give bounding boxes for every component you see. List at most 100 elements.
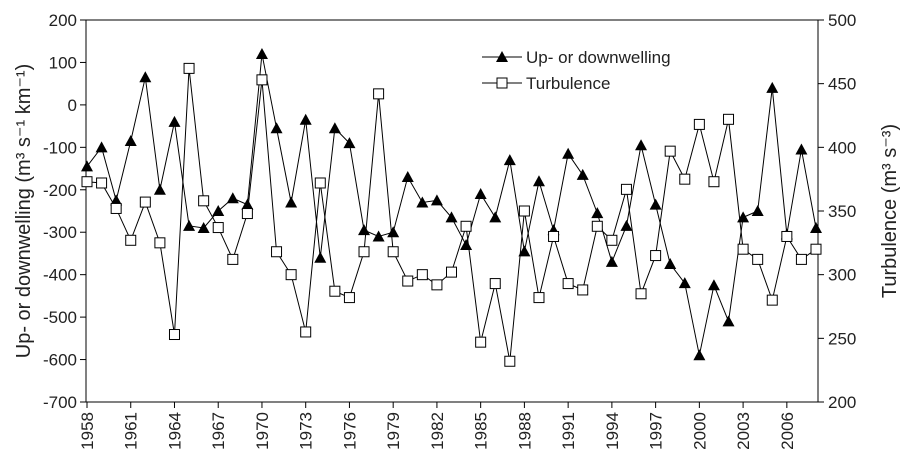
data-point [373, 88, 385, 100]
data-point [271, 246, 283, 258]
data-point [358, 246, 370, 258]
data-point [285, 269, 297, 281]
data-point [285, 196, 298, 208]
data-point [723, 113, 735, 125]
data-point [591, 207, 604, 219]
data-point [562, 147, 575, 159]
y-tick-label: 0 [68, 96, 77, 115]
data-point [664, 145, 676, 157]
data-point [95, 141, 108, 153]
y2-tick-label: 250 [828, 329, 856, 348]
data-point [635, 139, 648, 151]
data-point [183, 219, 196, 231]
data-point [620, 183, 632, 195]
y-tick-label: -500 [43, 308, 77, 327]
data-point [446, 266, 457, 278]
data-point [154, 237, 166, 249]
data-point [256, 74, 268, 86]
x-tick-label: 1958 [78, 412, 97, 450]
data-point [212, 222, 224, 234]
data-point [766, 81, 779, 93]
data-point [751, 205, 764, 216]
y-axis-label: Up- or downwelling (m³ s⁻¹ km⁻¹) [13, 64, 35, 358]
data-point [314, 251, 327, 263]
data-point [299, 113, 312, 125]
legend-marker [496, 51, 508, 62]
data-point [241, 208, 253, 220]
data-point [227, 253, 239, 265]
y2-tick-label: 350 [828, 202, 856, 221]
x-tick-label: 1973 [297, 412, 316, 450]
x-tick-label: 1991 [559, 412, 578, 450]
x-tick-label: 1979 [384, 412, 403, 450]
data-point [504, 355, 516, 367]
data-point [722, 315, 735, 327]
data-point [241, 198, 254, 210]
data-point [81, 160, 93, 172]
data-point [591, 220, 603, 232]
data-point [96, 177, 108, 189]
data-point [270, 122, 283, 134]
y-tick-label: 100 [49, 53, 77, 72]
data-point [314, 177, 326, 189]
data-point [533, 292, 545, 304]
legend-label: Up- or downwelling [526, 48, 671, 67]
data-point [416, 196, 429, 208]
y2-axis-label: Turbulence (m³ s⁻³) [879, 124, 901, 298]
data-point [635, 288, 647, 300]
data-point [387, 246, 399, 258]
x-tick-label: 1985 [472, 412, 491, 450]
y-tick-label: 200 [49, 11, 77, 30]
data-point [489, 211, 502, 223]
series-line [86, 53, 817, 356]
data-point [212, 205, 225, 216]
data-point [125, 234, 137, 246]
y2-tick-label: 400 [828, 138, 856, 157]
data-point [606, 234, 618, 246]
data-point [518, 205, 530, 217]
data-point [795, 143, 808, 155]
data-point [548, 230, 560, 242]
data-point [693, 349, 706, 361]
data-point [737, 243, 749, 255]
data-point [300, 326, 312, 338]
data-point [401, 171, 414, 183]
data-point [460, 220, 472, 232]
data-point [139, 71, 152, 83]
data-point [387, 226, 400, 238]
legend-marker [496, 77, 508, 89]
x-tick-label: 2006 [778, 412, 797, 450]
data-point [402, 275, 414, 287]
data-point [431, 279, 443, 291]
y-tick-label: -300 [43, 223, 77, 242]
data-point [795, 253, 807, 265]
data-point [358, 224, 371, 236]
data-point [343, 137, 356, 149]
data-point [198, 195, 210, 207]
data-point [475, 336, 487, 348]
data-point [678, 277, 691, 289]
data-point [328, 122, 341, 134]
data-point [430, 194, 443, 206]
data-point [810, 243, 822, 255]
y-tick-label: -600 [43, 351, 77, 370]
data-point [532, 175, 545, 187]
x-tick-label: 1976 [340, 412, 359, 450]
data-point [124, 134, 137, 146]
data-point [518, 245, 531, 257]
data-point [650, 250, 662, 262]
data-point [329, 285, 341, 297]
y2-tick-label: 200 [828, 393, 856, 412]
x-tick-label: 1964 [165, 412, 184, 450]
x-tick-label: 1994 [603, 412, 622, 450]
y2-tick-label: 500 [828, 11, 856, 30]
y2-tick-label: 450 [828, 75, 856, 94]
x-tick-label: 1970 [253, 412, 272, 450]
x-tick-label: 2000 [690, 412, 709, 450]
x-tick-label: 1997 [647, 412, 666, 450]
data-point [168, 329, 180, 341]
data-point [81, 176, 93, 188]
data-point [489, 278, 501, 290]
data-point [255, 47, 268, 59]
